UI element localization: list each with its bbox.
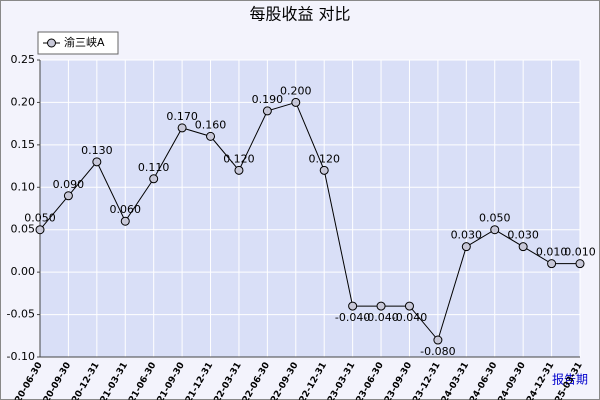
y-tick-label: -0.05 <box>7 308 35 321</box>
point <box>63 191 73 201</box>
value-label: 0.130 <box>81 144 113 157</box>
series-line <box>39 101 580 342</box>
y-tick-label: 0.05 <box>11 223 36 236</box>
point <box>319 165 329 175</box>
point <box>35 225 45 235</box>
y-tick-label: 0.10 <box>11 180 36 193</box>
value-label: 0.030 <box>507 229 539 242</box>
point <box>206 131 216 141</box>
x-axis-label: 报告期 <box>552 372 588 387</box>
value-label: -0.080 <box>420 345 455 358</box>
legend-label: 渝三峡A <box>64 35 105 49</box>
value-label: 0.120 <box>308 152 340 165</box>
value-label: 0.030 <box>451 229 483 242</box>
value-label: -0.040 <box>392 311 427 324</box>
y-tick-label: 0.00 <box>11 265 36 278</box>
point <box>234 165 244 175</box>
point <box>262 106 272 116</box>
value-label: 0.170 <box>166 110 198 123</box>
value-label: 0.110 <box>138 161 170 174</box>
point <box>177 123 187 133</box>
value-label: 0.120 <box>223 152 255 165</box>
value-label: 0.190 <box>252 93 284 106</box>
legend-box <box>37 31 119 55</box>
y-tick-label: 0.15 <box>11 138 36 151</box>
point <box>547 259 557 269</box>
point <box>149 174 159 184</box>
legend-marker <box>47 38 56 48</box>
value-label: 0.050 <box>479 212 511 225</box>
point <box>348 301 358 311</box>
value-label: -0.040 <box>363 311 398 324</box>
point <box>92 157 102 167</box>
point <box>518 242 528 252</box>
y-tick-label: -0.10 <box>7 350 35 363</box>
value-label: 0.200 <box>280 84 312 97</box>
point <box>461 242 471 252</box>
plot-area <box>40 60 580 357</box>
point <box>433 335 443 345</box>
value-label: 0.160 <box>195 118 227 131</box>
point <box>376 301 386 311</box>
value-label: 0.050 <box>24 212 56 225</box>
point <box>120 216 130 226</box>
point <box>575 259 585 269</box>
value-label: 0.010 <box>564 246 596 259</box>
value-label: -0.040 <box>335 311 370 324</box>
chart-title: 每股收益 对比 <box>249 5 350 24</box>
point <box>490 225 500 235</box>
value-label: 0.010 <box>536 246 568 259</box>
value-label: 0.090 <box>53 178 85 191</box>
y-tick-label: 0.20 <box>11 95 36 108</box>
point <box>404 301 414 311</box>
y-tick-label: 0.25 <box>11 53 36 66</box>
point <box>291 97 301 107</box>
value-label: 0.060 <box>110 203 142 216</box>
